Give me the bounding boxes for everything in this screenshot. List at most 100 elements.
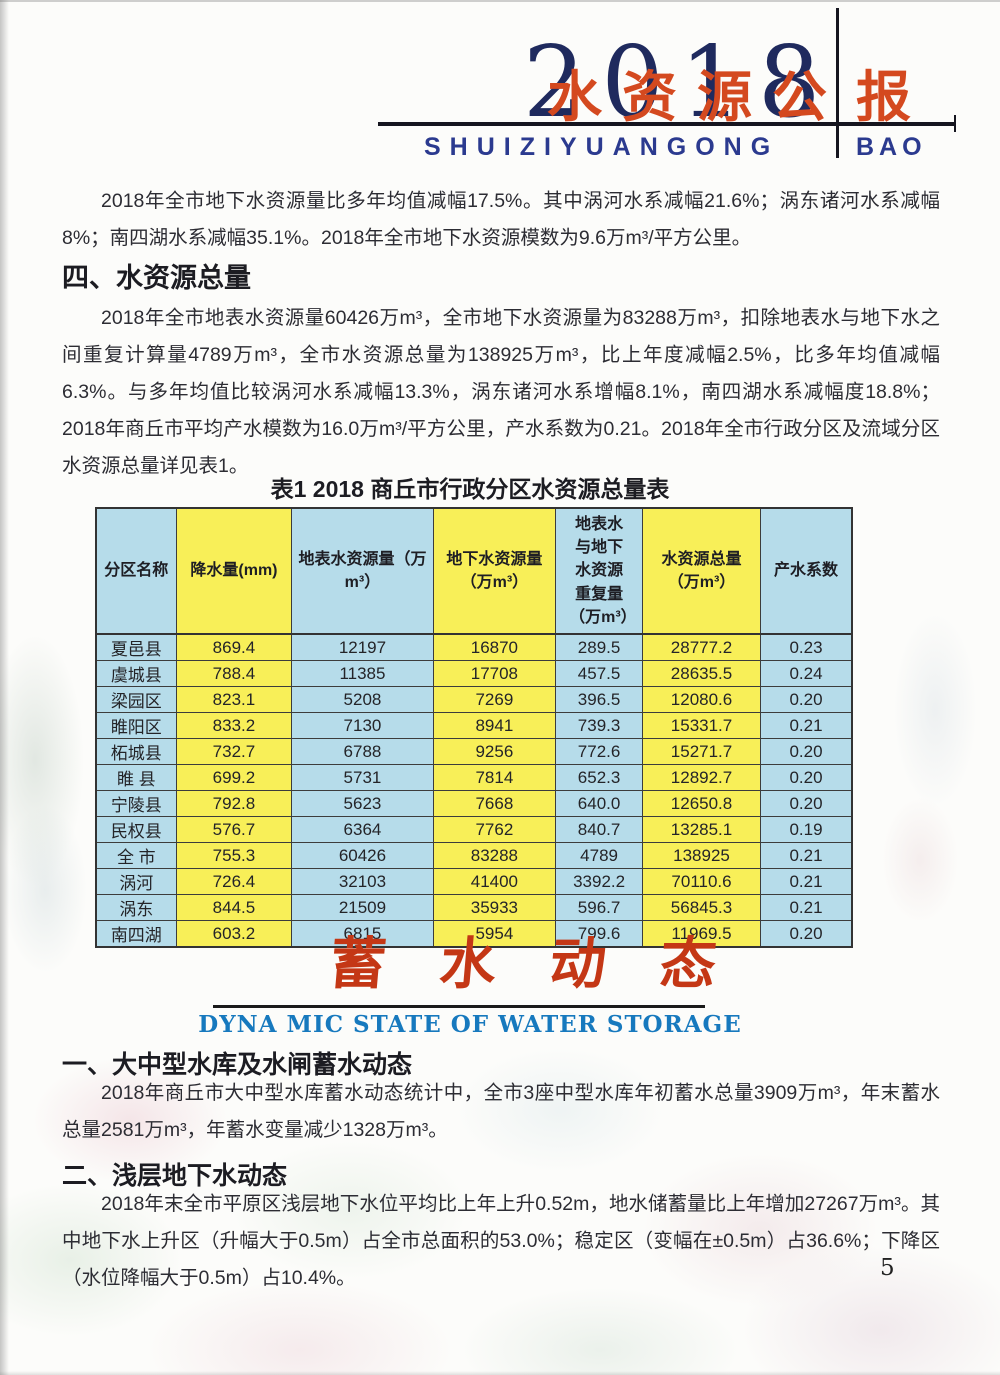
table-cell: 840.7 [555, 816, 644, 843]
masthead-title-cn: 水资源公 [547, 66, 848, 128]
table-cell: 56845.3 [642, 894, 761, 921]
masthead-year: 2018 [523, 26, 837, 140]
table-header: 分区名称 降水量(mm) 地表水资源量（万m³） 地下水资源量（万m³） 地表水与地下水… [95, 507, 853, 635]
table-cell: 844.5 [175, 894, 293, 921]
table-cell: 603.2 [175, 920, 293, 948]
table-cell: 289.5 [555, 633, 644, 661]
table-row: 宁陵县 792.8 5623 7668 640.0 12650.8 0.20 [95, 790, 853, 817]
table-title: 表1 2018 商丘市行政分区水资源总量表 [270, 476, 670, 502]
scan-edge-bottom [0, 1371, 1000, 1375]
table-cell: 15331.7 [642, 712, 761, 739]
table-row: 南四湖 603.2 6815 5954 799.6 11969.5 0.20 [95, 920, 853, 948]
table-cell: 民权县 [95, 816, 177, 843]
table-cell: 6815 [291, 920, 434, 948]
table-cell: 21509 [291, 894, 434, 921]
table-cell: 28635.5 [642, 660, 761, 687]
table-cell: 13285.1 [642, 816, 761, 843]
table-cell: 457.5 [555, 660, 644, 687]
table-cell: 0.21 [759, 894, 853, 921]
scan-edge-top [0, 0, 1000, 2]
page-number: 5 [880, 1255, 895, 1281]
table-cell: 772.6 [555, 738, 644, 765]
table-cell: 0.20 [759, 738, 853, 765]
table-header-cell: 地表水与地下水资源重复量（万m³） [555, 507, 644, 635]
table-row: 梁园区 823.1 5208 7269 396.5 12080.6 0.20 [95, 686, 853, 713]
table-cell: 7130 [291, 712, 434, 739]
table-cell: 5208 [291, 686, 434, 713]
table-row: 民权县 576.7 6364 7762 840.7 13285.1 0.19 [95, 816, 853, 843]
table-cell: 涡东 [95, 894, 177, 921]
table-cell: 3392.2 [555, 868, 644, 895]
table-cell: 夏邑县 [95, 633, 177, 661]
masthead-romanized-tail: BAO [856, 133, 927, 161]
table-cell: 12197 [291, 633, 434, 661]
table-cell: 5731 [291, 764, 434, 791]
table-cell: 睢 县 [95, 764, 177, 791]
table-cell: 17708 [432, 660, 557, 687]
table-header-cell: 分区名称 [95, 507, 177, 635]
background-watermark-lotus [0, 930, 1000, 1375]
table-cell: 6364 [291, 816, 434, 843]
table-cell: 0.19 [759, 816, 853, 843]
table-cell: 28777.2 [642, 633, 761, 661]
section-title-shallow-groundwater: 二、浅层地下水动态 [62, 1162, 288, 1190]
table-cell: 60426 [291, 842, 434, 869]
table-cell: 576.7 [175, 816, 293, 843]
table-cell: 0.20 [759, 764, 853, 791]
table-cell: 596.7 [555, 894, 644, 921]
table-cell: 宁陵县 [95, 790, 177, 817]
table-cell: 0.23 [759, 633, 853, 661]
table-row: 柘城县 732.7 6788 9256 772.6 15271.7 0.20 [95, 738, 853, 765]
table-cell: 0.21 [759, 868, 853, 895]
table-cell: 41400 [432, 868, 557, 895]
section-title-reservoir-storage: 一、大中型水库及水闸蓄水动态 [62, 1051, 413, 1079]
reservoir-storage-paragraph: 2018年商丘市大中型水库蓄水动态统计中，全市3座中型水库年初蓄水总量3909万… [62, 1082, 940, 1141]
table-cell: 12080.6 [642, 686, 761, 713]
table-header-cell: 地表水资源量（万m³） [291, 507, 434, 635]
table-cell: 869.4 [175, 633, 293, 661]
table-row: 涡东 844.5 21509 35933 596.7 56845.3 0.21 [95, 894, 853, 921]
table-cell: 4789 [555, 842, 644, 869]
table-row: 夏邑县 869.4 12197 16870 289.5 28777.2 0.23 [95, 633, 853, 661]
water-resources-table: 分区名称 降水量(mm) 地表水资源量（万m³） 地下水资源量（万m³） 地表水与地下水… [95, 507, 853, 948]
table-cell: 0.20 [759, 790, 853, 817]
table-cell: 11969.5 [642, 920, 761, 948]
table-cell: 83288 [432, 842, 557, 869]
table-cell: 7668 [432, 790, 557, 817]
masthead-horizontal-rule [378, 115, 956, 132]
table-body: 夏邑县 869.4 12197 16870 289.5 28777.2 0.23 虞城县 788… [95, 633, 853, 948]
water-resources-total-paragraph: 2018年全市地表水资源量60426万m³，全市地下水资源量为83288万m³，… [62, 307, 940, 477]
table-cell: 睢阳区 [95, 712, 177, 739]
section-title-water-resources-total: 四、水资源总量 [62, 263, 251, 293]
table-cell: 652.3 [555, 764, 644, 791]
table-header-cell: 地下水资源量（万m³） [432, 507, 557, 635]
scan-edge-left [0, 0, 9, 1375]
table-cell: 7269 [432, 686, 557, 713]
table-header-cell: 水资源总量（万m³） [642, 507, 761, 635]
table-cell: 792.8 [175, 790, 293, 817]
table-cell: 5623 [291, 790, 434, 817]
table-cell: 5954 [432, 920, 557, 948]
storage-banner-underline [213, 1005, 705, 1008]
storage-banner-title-en: DYNA MIC STATE OF WATER STORAGE [198, 1011, 742, 1038]
table-cell: 16870 [432, 633, 557, 661]
table-cell: 11385 [291, 660, 434, 687]
table-cell: 739.3 [555, 712, 644, 739]
table-cell: 8941 [432, 712, 557, 739]
table-cell: 35933 [432, 894, 557, 921]
table-cell: 726.4 [175, 868, 293, 895]
table-cell: 9256 [432, 738, 557, 765]
table-cell: 699.2 [175, 764, 293, 791]
table-cell: 138925 [642, 842, 761, 869]
table-header-cell: 产水系数 [759, 507, 853, 635]
table-header-row: 分区名称 降水量(mm) 地表水资源量（万m³） 地下水资源量（万m³） 地表水与地下水… [95, 507, 853, 635]
table-row: 虞城县 788.4 11385 17708 457.5 28635.5 0.24 [95, 660, 853, 687]
table-cell: 柘城县 [95, 738, 177, 765]
table-cell: 396.5 [555, 686, 644, 713]
table-cell: 640.0 [555, 790, 644, 817]
table-cell: 823.1 [175, 686, 293, 713]
table-row: 睢阳区 833.2 7130 8941 739.3 15331.7 0.21 [95, 712, 853, 739]
table-cell: 梁园区 [95, 686, 177, 713]
shallow-groundwater-paragraph: 2018年末全市平原区浅层地下水位平均比上年上升0.52m，地水储蓄量比上年增加… [62, 1193, 940, 1289]
